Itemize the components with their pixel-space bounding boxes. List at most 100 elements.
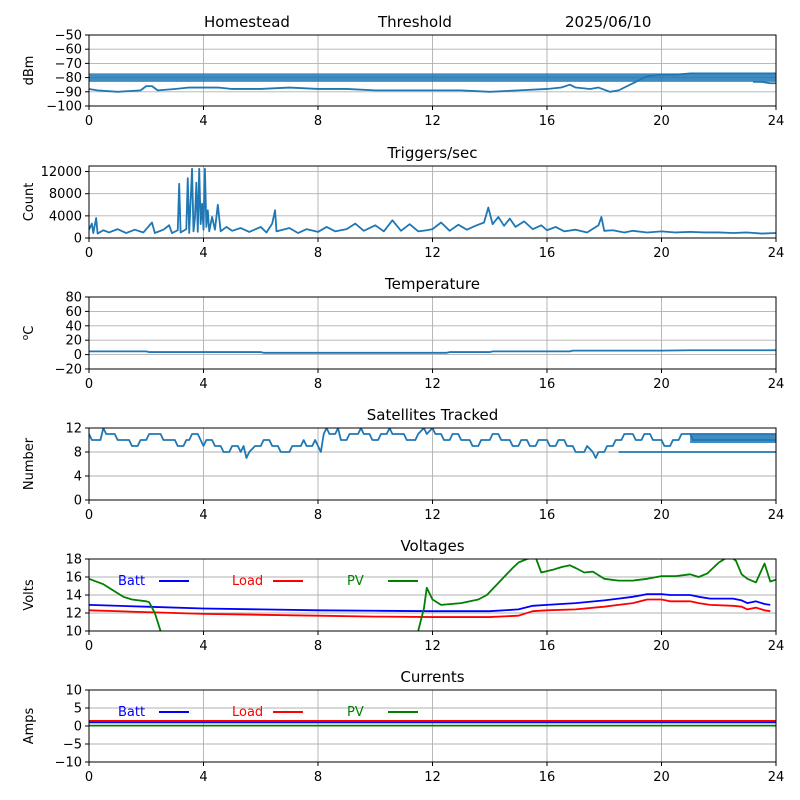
temperature-xtick-label: 8	[314, 377, 322, 392]
triggers-xtick-label: 0	[85, 246, 93, 261]
voltages-ylabel: Volts	[22, 579, 37, 611]
currents-ytick-label: 5	[74, 702, 82, 717]
voltages-ytick-label: 14	[65, 589, 82, 604]
signal-series	[89, 72, 776, 93]
triggers-title: Triggers/sec	[387, 144, 478, 162]
triggers-series	[89, 167, 776, 235]
voltages-xtick-label: 4	[199, 639, 207, 654]
satellites-panel: 0 4 8 12 16 20 24 0 4 8 12 Satellites Tracked Number	[22, 406, 784, 523]
temperature-ylabel-degree: o	[21, 334, 31, 340]
currents-ytick-label: −10	[55, 756, 82, 771]
signal-series-0-band	[89, 73, 776, 82]
currents-title: Currents	[400, 668, 464, 686]
temperature-ytick-label: 20	[65, 334, 82, 349]
voltages-xtick-label: 0	[85, 639, 93, 654]
currents-legend-label: PV	[347, 705, 364, 720]
triggers-xtick-label: 16	[539, 246, 556, 261]
temperature-xtick-label: 20	[653, 377, 670, 392]
temperature-ylabel: oC	[21, 326, 37, 341]
satellites-ytick-label: 0	[74, 494, 82, 509]
signal-xtick-label: 20	[653, 114, 670, 129]
triggers-ytick-label: 8000	[49, 187, 82, 202]
temperature-ytick-label: 0	[74, 348, 82, 363]
voltages-title: Voltages	[400, 537, 464, 555]
currents-ytick-label: −5	[63, 738, 82, 753]
voltages-series-1-line	[89, 598, 771, 618]
signal-ylabel: dBm	[22, 56, 37, 86]
voltages-xtick-label: 12	[424, 639, 441, 654]
temperature-xtick-label: 4	[199, 377, 207, 392]
currents-xtick-label: 4	[199, 770, 207, 785]
satellites-ylabel: Number	[22, 437, 37, 490]
currents-legend-label: Batt	[118, 705, 145, 720]
triggers-xtick-label: 12	[424, 246, 441, 261]
satellites-xtick-label: 24	[768, 508, 785, 523]
voltages-legend-label: Batt	[118, 574, 145, 589]
signal-ytick-label: −80	[55, 71, 82, 86]
signal-xtick-label: 24	[768, 114, 785, 129]
voltages-series	[89, 559, 776, 631]
voltages-xtick-label: 24	[768, 639, 785, 654]
currents-xtick-label: 12	[424, 770, 441, 785]
currents-xtick-label: 8	[314, 770, 322, 785]
satellites-xtick-label: 12	[424, 508, 441, 523]
voltages-ytick-label: 16	[65, 571, 82, 586]
signal-xtick-label: 12	[424, 114, 441, 129]
temperature-ytick-label: 80	[65, 291, 82, 306]
signal-ytick-label: −100	[46, 100, 82, 115]
signal-xtick-label: 4	[199, 114, 207, 129]
signal-series-1-line	[753, 80, 776, 85]
satellites-xtick-label: 16	[539, 508, 556, 523]
voltages-ytick-label: 12	[65, 607, 82, 622]
satellites-title: Satellites Tracked	[367, 406, 498, 424]
signal-xtick-label: 0	[85, 114, 93, 129]
triggers-panel: 0 4 8 12 16 20 24 0 4000 8000 12000 Triggers/sec Cou…	[22, 144, 784, 261]
temperature-xtick-label: 16	[539, 377, 556, 392]
satellites-xtick-label: 0	[85, 508, 93, 523]
voltages-series-3-line	[417, 559, 776, 631]
header-center: Threshold	[377, 13, 452, 31]
currents-xtick-label: 20	[653, 770, 670, 785]
voltages-panel: 0 4 8 12 16 20 24 10 12 14 16 18 Voltages Volts Batt Lo…	[22, 537, 784, 654]
currents-ylabel: Amps	[22, 707, 37, 744]
header-left: Homestead	[204, 13, 290, 31]
currents-series	[89, 720, 776, 727]
satellites-series-2-band	[690, 434, 776, 443]
satellites-series-0-line	[89, 428, 776, 459]
currents-xtick-label: 0	[85, 770, 93, 785]
currents-xtick-label: 24	[768, 770, 785, 785]
temperature-title: Temperature	[384, 275, 480, 293]
temperature-xtick-label: 24	[768, 377, 785, 392]
triggers-ytick-label: 12000	[41, 165, 82, 180]
voltages-xtick-label: 20	[653, 639, 670, 654]
currents-ytick-label: 0	[74, 720, 82, 735]
triggers-ytick-label: 0	[74, 232, 82, 247]
satellites-ytick-label: 8	[74, 446, 82, 461]
signal-xtick-label: 8	[314, 114, 322, 129]
temperature-ytick-label: 60	[65, 305, 82, 320]
currents-panel: 0 4 8 12 16 20 24 −10 −5 0 5 10 Currents Amps Batt Load…	[22, 668, 784, 785]
triggers-xtick-label: 4	[199, 246, 207, 261]
triggers-xtick-label: 20	[653, 246, 670, 261]
temperature-series-0-line	[89, 349, 776, 354]
signal-ytick-label: −90	[55, 85, 82, 100]
satellites-xtick-label: 4	[199, 508, 207, 523]
satellites-ytick-label: 12	[65, 422, 82, 437]
satellites-ytick-label: 4	[74, 470, 82, 485]
triggers-series-0-line	[89, 167, 776, 235]
voltages-ytick-label: 18	[65, 553, 82, 568]
currents-ytick-label: 10	[65, 684, 82, 699]
voltages-xtick-label: 16	[539, 639, 556, 654]
voltages-ytick-label: 10	[65, 625, 82, 640]
satellites-series	[89, 428, 776, 459]
temperature-series	[89, 349, 776, 354]
temperature-ytick-label: −20	[55, 363, 82, 378]
voltages-legend-label: PV	[347, 574, 364, 589]
satellites-xtick-label: 8	[314, 508, 322, 523]
signal-ytick-label: −50	[55, 29, 82, 44]
voltages-xtick-label: 8	[314, 639, 322, 654]
voltages-series-0-line	[89, 593, 771, 613]
header-right: 2025/06/10	[565, 13, 651, 31]
